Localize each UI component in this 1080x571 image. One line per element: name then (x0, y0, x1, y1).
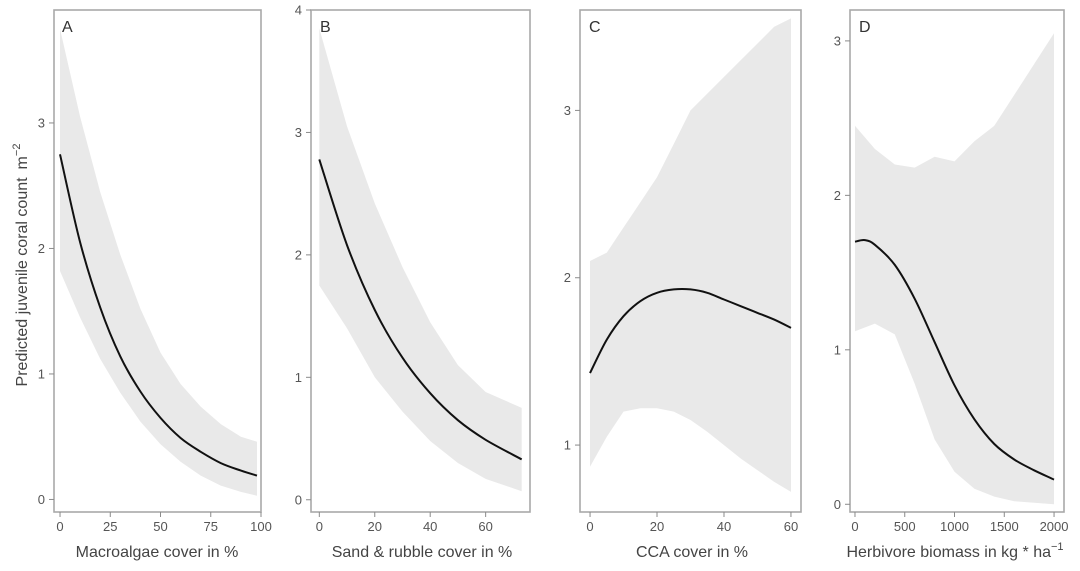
panel-c-x-axis-title: CCA cover in % (636, 544, 748, 561)
y-axis-title-unit-exponent: −2 (11, 144, 23, 157)
panel-c-frame (579, 9, 802, 513)
panel-b-y-tick-label: 1 (295, 370, 302, 385)
panel-b-letter: B (320, 19, 331, 36)
panel-a-y-tick-label: 1 (38, 366, 45, 381)
panel-c-letter: C (589, 19, 601, 36)
y-axis-title: Predicted juvenile coral count m−2 (11, 144, 31, 387)
panel-d-y-tick-label: 0 (834, 497, 841, 512)
panel-a-y-tick-label: 2 (38, 241, 45, 256)
panel-a-letter: A (62, 19, 73, 36)
panel-c-x-tick-label: 60 (784, 519, 798, 534)
panel-d-frame (849, 9, 1065, 513)
panel-c-confidence-band (590, 18, 791, 492)
panel-b-y-tick-label: 0 (295, 492, 302, 507)
panel-b-x-tick-label: 0 (316, 519, 323, 534)
panel-d-confidence-band (855, 33, 1054, 505)
panel-a-confidence-band (60, 28, 257, 496)
panel-d-x-tick-label: 0 (851, 519, 858, 534)
panel-a-x-tick-label: 50 (153, 519, 167, 534)
panel-d-x-tick-label: 2000 (1040, 519, 1069, 534)
panel-a-x-tick-label: 75 (204, 519, 218, 534)
panel-b-y-tick-label: 4 (295, 3, 302, 18)
panel-d-x-tick-label: 1500 (990, 519, 1019, 534)
panel-c-x-tick-label: 40 (717, 519, 731, 534)
y-axis-title-unit: m (14, 156, 31, 169)
panel-d-x-axis-title-main: Herbivore biomass in kg * ha (846, 544, 1051, 561)
panel-c: C CCA cover in % 0 20 40 60 1 2 3 (564, 9, 802, 561)
panel-a-frame (53, 9, 262, 513)
panel-d-fitted-line (854, 239, 1055, 481)
panel-c-x-tick-label: 20 (650, 519, 664, 534)
panel-d-x-tick-label: 500 (894, 519, 916, 534)
panel-b-frame (310, 9, 531, 513)
panel-b-y-tick-label: 2 (295, 247, 302, 262)
panel-a-x-tick-label: 25 (103, 519, 117, 534)
panel-a-x-tick-label: 100 (250, 519, 272, 534)
panel-a-fitted-line (59, 154, 258, 477)
panel-d-x-axis-title: Herbivore biomass in kg * ha−1 (846, 541, 1063, 561)
panel-d-x-tick-label: 1000 (940, 519, 969, 534)
panel-d-letter: D (859, 19, 871, 36)
panel-a-y-tick-label: 3 (38, 115, 45, 130)
panel-d-y-tick-label: 3 (834, 33, 841, 48)
panel-d-y-tick-label: 2 (834, 188, 841, 203)
y-axis-title-main: Predicted juvenile coral count (14, 177, 31, 387)
panel-c-y-tick-label: 3 (564, 103, 571, 118)
panel-c-y-tick-label: 1 (564, 438, 571, 453)
panel-c-y-tick-label: 2 (564, 270, 571, 285)
panel-b-x-tick-label: 20 (368, 519, 382, 534)
panel-a-x-tick-label: 0 (56, 519, 63, 534)
panel-a-y-tick-label: 0 (38, 492, 45, 507)
panel-b-y-tick-label: 3 (295, 125, 302, 140)
panel-d-x-axis-title-exponent: −1 (1051, 541, 1064, 553)
panel-c-x-tick-label: 0 (586, 519, 593, 534)
panel-b-x-tick-label: 60 (478, 519, 492, 534)
panel-b-x-axis-title: Sand & rubble cover in % (332, 544, 513, 561)
panel-d: D Herbivore biomass in kg * ha−1 0 500 100… (834, 9, 1069, 561)
panel-b-fitted-line (318, 159, 523, 461)
panel-b-confidence-band (319, 28, 522, 492)
panel-d-y-tick-label: 1 (834, 342, 841, 357)
panel-a-x-axis-title: Macroalgae cover in % (76, 544, 239, 561)
panel-c-fitted-line (589, 288, 792, 374)
panel-b: B Sand & rubble cover in % 0 20 40 60 0 1 2 3 4 (295, 3, 531, 561)
panel-a: A Macroalgae cover in % 0 25 50 75 100 0 1 2 3 (38, 9, 272, 561)
panel-b-x-tick-label: 40 (423, 519, 437, 534)
